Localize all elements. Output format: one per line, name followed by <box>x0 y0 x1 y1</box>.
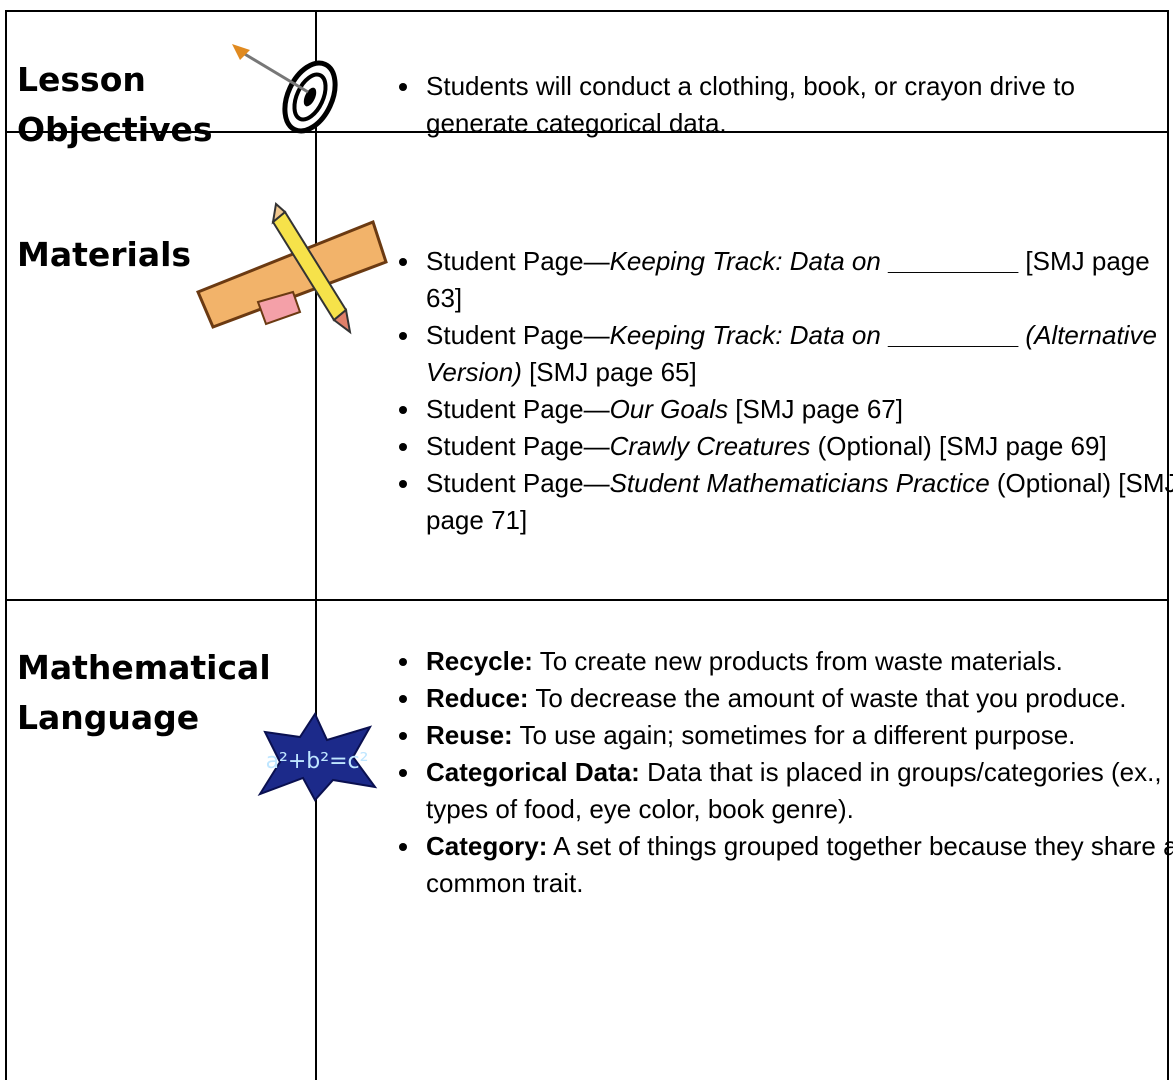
heading-line: Mathematical <box>17 648 271 687</box>
row-frame <box>5 10 1169 133</box>
bullet-item: Categorical Data: Data that is placed in… <box>422 754 1173 828</box>
row-heading: Materials <box>17 230 191 280</box>
text-run: Category: <box>426 831 548 861</box>
bullet-item: Student Page—Crawly Creatures (Optional)… <box>422 428 1173 465</box>
target-icon <box>232 44 338 134</box>
text-run: [SMJ page 63] <box>426 246 1150 313</box>
text-run: Categorical Data: <box>426 757 640 787</box>
heading-line: Objectives <box>17 110 213 149</box>
bullet-list: Students will conduct a clothing, book, … <box>385 68 1173 142</box>
text-run: A set of things grouped together because… <box>426 831 1173 898</box>
heading-line: Lesson <box>17 60 146 99</box>
text-run: Student Page— <box>426 431 610 461</box>
bullet-item: Student Page—Student Mathematicians Prac… <box>422 465 1173 539</box>
text-run: To decrease the amount of waste that you… <box>528 683 1127 713</box>
bullet-item: Reuse: To use again; sometimes for a dif… <box>422 717 1173 754</box>
text-run: Student Page— <box>426 468 610 498</box>
text-run: Our Goals <box>609 394 729 424</box>
text-run: To create new products from waste materi… <box>532 646 1063 676</box>
text-run: Data that is placed in groups/categories… <box>426 757 1162 824</box>
text-run: Reduce: <box>426 683 529 713</box>
ruler-pencil-icon <box>196 202 388 335</box>
bullet-item: Category: A set of things grouped togeth… <box>422 828 1173 902</box>
text-run: [SMJ page 65] <box>521 357 697 387</box>
text-run: [SMJ page 67] <box>728 394 903 424</box>
text-run: Student Page— <box>426 246 610 276</box>
formula-text: a²+b²=c² <box>266 749 369 774</box>
row-heading: Mathematical Language <box>17 643 271 743</box>
text-run: (Alternative Version) <box>426 320 1157 387</box>
bullet-item: Recycle: To create new products from was… <box>422 643 1173 680</box>
text-run: _________ <box>880 320 1019 350</box>
bullet-list: Student Page—Keeping Track: Data on ____… <box>385 243 1173 539</box>
text-run: Student Mathematicians Practice <box>609 468 990 498</box>
bullet-item: Student Page—Our Goals [SMJ page 67] <box>422 391 1173 428</box>
text-run: (Optional) [SMJ page 69] <box>810 431 1107 461</box>
text-run: To use again; sometimes for a different … <box>512 720 1076 750</box>
row-frame <box>5 131 1169 601</box>
heading-line: Materials <box>17 235 192 274</box>
text-run: Recycle: <box>426 646 533 676</box>
bullet-item: Student Page—Keeping Track: Data on ____… <box>422 317 1173 391</box>
text-run: Crawly Creatures <box>609 431 811 461</box>
text-run: Reuse: <box>426 720 513 750</box>
text-run: (Optional) [SMJ page 71] <box>426 468 1173 535</box>
bullet-item: Student Page—Keeping Track: Data on ____… <box>422 243 1173 317</box>
row-heading: Lesson Objectives <box>17 55 213 155</box>
bullet-item: Reduce: To decrease the amount of waste … <box>422 680 1173 717</box>
text-run: Students will conduct a clothing, book, … <box>426 71 1075 138</box>
text-run: Keeping Track: Data on <box>609 320 881 350</box>
bullet-list: Recycle: To create new products from was… <box>385 643 1173 902</box>
bullet-item: Students will conduct a clothing, book, … <box>422 68 1173 142</box>
heading-line: Language <box>17 698 200 737</box>
column-divider <box>315 10 317 1080</box>
text-run: Keeping Track: Data on <box>609 246 881 276</box>
text-run: Student Page— <box>426 394 610 424</box>
text-run: _________ <box>880 246 1019 276</box>
text-run: Student Page— <box>426 320 610 350</box>
formula-icon: a²+b²=c² <box>257 712 378 802</box>
row-frame <box>5 599 1169 1080</box>
